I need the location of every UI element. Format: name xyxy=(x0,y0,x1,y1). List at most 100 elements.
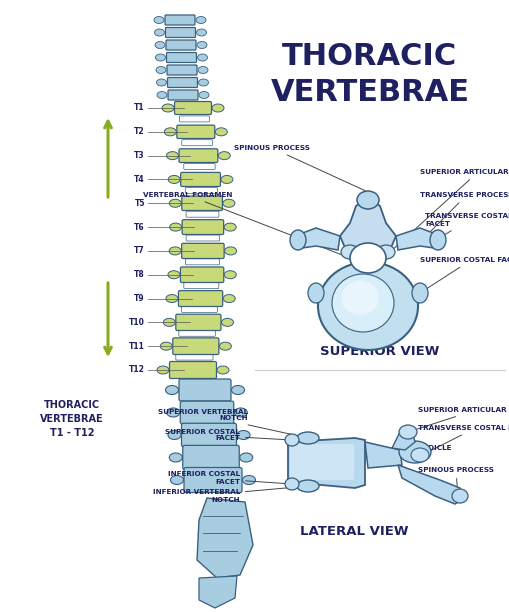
Text: T8: T8 xyxy=(134,271,145,279)
Text: CORPUS: CORPUS xyxy=(359,313,392,321)
FancyBboxPatch shape xyxy=(183,163,215,170)
Ellipse shape xyxy=(285,434,298,446)
Ellipse shape xyxy=(169,200,181,207)
Ellipse shape xyxy=(239,453,252,462)
FancyBboxPatch shape xyxy=(187,442,234,449)
FancyBboxPatch shape xyxy=(179,330,215,336)
Ellipse shape xyxy=(341,245,358,259)
FancyBboxPatch shape xyxy=(177,125,214,138)
FancyBboxPatch shape xyxy=(185,259,219,265)
FancyBboxPatch shape xyxy=(166,65,196,75)
Ellipse shape xyxy=(155,42,165,48)
Ellipse shape xyxy=(197,67,208,73)
FancyBboxPatch shape xyxy=(169,362,216,378)
Ellipse shape xyxy=(429,230,445,250)
Text: SUPERIOR ARTICULAR FACET: SUPERIOR ARTICULAR FACET xyxy=(391,169,509,250)
Ellipse shape xyxy=(290,230,305,250)
Text: T12: T12 xyxy=(129,365,145,375)
Ellipse shape xyxy=(398,425,416,439)
FancyBboxPatch shape xyxy=(174,102,211,114)
Text: TRANSVERSE COSTAL
FACET: TRANSVERSE COSTAL FACET xyxy=(424,214,509,239)
Text: SUPERIOR COSTAL FACET: SUPERIOR COSTAL FACET xyxy=(419,257,509,291)
FancyBboxPatch shape xyxy=(183,283,218,289)
FancyBboxPatch shape xyxy=(181,424,236,447)
Ellipse shape xyxy=(198,79,208,86)
FancyBboxPatch shape xyxy=(185,397,229,405)
Ellipse shape xyxy=(231,386,244,395)
FancyBboxPatch shape xyxy=(178,291,222,307)
FancyBboxPatch shape xyxy=(181,140,212,146)
Text: TRANSVERSE PROCESS: TRANSVERSE PROCESS xyxy=(419,192,509,232)
Text: SUPERIOR COSTAL
FACET: SUPERIOR COSTAL FACET xyxy=(165,428,289,441)
Text: LATERAL VIEW: LATERAL VIEW xyxy=(299,525,408,538)
Ellipse shape xyxy=(160,342,172,350)
FancyBboxPatch shape xyxy=(185,187,217,193)
Polygon shape xyxy=(364,442,401,468)
Text: PEDICLE: PEDICLE xyxy=(384,445,450,455)
Polygon shape xyxy=(340,196,395,250)
FancyBboxPatch shape xyxy=(167,90,197,100)
Ellipse shape xyxy=(196,42,207,48)
Text: T7: T7 xyxy=(134,247,145,255)
Ellipse shape xyxy=(197,54,207,61)
Text: TRANSVERSE COSTAL FACET: TRANSVERSE COSTAL FACET xyxy=(417,425,509,453)
FancyBboxPatch shape xyxy=(186,211,218,217)
Text: INFERIOR COSTAL
FACET: INFERIOR COSTAL FACET xyxy=(167,471,289,485)
Ellipse shape xyxy=(155,54,165,61)
Ellipse shape xyxy=(195,17,206,23)
Ellipse shape xyxy=(220,176,233,184)
Ellipse shape xyxy=(156,79,166,86)
Text: SPINOUS PROCESS: SPINOUS PROCESS xyxy=(417,467,493,495)
Ellipse shape xyxy=(318,262,417,350)
Ellipse shape xyxy=(163,318,175,326)
Ellipse shape xyxy=(169,223,181,231)
Ellipse shape xyxy=(242,476,255,485)
Text: THORACIC: THORACIC xyxy=(282,42,457,71)
Ellipse shape xyxy=(168,176,180,184)
Ellipse shape xyxy=(222,200,235,207)
Text: T9: T9 xyxy=(134,294,145,303)
Polygon shape xyxy=(395,228,435,250)
Ellipse shape xyxy=(167,430,181,439)
Ellipse shape xyxy=(411,283,427,303)
Text: INFERIOR VERTEBRAL
NOTCH: INFERIOR VERTEBRAL NOTCH xyxy=(152,487,305,502)
FancyBboxPatch shape xyxy=(166,53,196,62)
FancyBboxPatch shape xyxy=(181,307,217,313)
FancyBboxPatch shape xyxy=(176,314,220,330)
Ellipse shape xyxy=(376,245,394,259)
Ellipse shape xyxy=(215,128,227,136)
FancyBboxPatch shape xyxy=(186,235,219,241)
FancyBboxPatch shape xyxy=(184,468,242,493)
FancyBboxPatch shape xyxy=(180,267,223,283)
FancyBboxPatch shape xyxy=(182,446,239,469)
Ellipse shape xyxy=(154,17,164,23)
Ellipse shape xyxy=(349,243,385,273)
Ellipse shape xyxy=(156,67,165,73)
FancyBboxPatch shape xyxy=(165,15,194,25)
FancyBboxPatch shape xyxy=(290,444,353,480)
Ellipse shape xyxy=(165,294,178,302)
Text: SUPERIOR VERTEBRAL
NOTCH: SUPERIOR VERTEBRAL NOTCH xyxy=(158,408,305,438)
FancyBboxPatch shape xyxy=(181,196,222,211)
Ellipse shape xyxy=(162,104,174,112)
FancyBboxPatch shape xyxy=(186,420,231,427)
Ellipse shape xyxy=(224,247,236,255)
Ellipse shape xyxy=(307,283,323,303)
Ellipse shape xyxy=(199,92,209,99)
FancyBboxPatch shape xyxy=(189,465,237,472)
Text: SPINOUS PROCESS: SPINOUS PROCESS xyxy=(234,145,365,191)
Text: VERTEBRAE: VERTEBRAE xyxy=(270,78,469,107)
Ellipse shape xyxy=(223,294,235,302)
Text: T2: T2 xyxy=(134,127,145,136)
Ellipse shape xyxy=(154,29,164,36)
Text: SUPERIOR ARTICULAR FACET: SUPERIOR ARTICULAR FACET xyxy=(410,407,509,431)
Polygon shape xyxy=(288,438,364,488)
FancyBboxPatch shape xyxy=(179,379,231,401)
Ellipse shape xyxy=(218,152,230,160)
Ellipse shape xyxy=(341,281,378,315)
FancyBboxPatch shape xyxy=(181,244,223,258)
Ellipse shape xyxy=(234,408,247,417)
Ellipse shape xyxy=(212,104,223,112)
Ellipse shape xyxy=(216,366,229,374)
Polygon shape xyxy=(391,430,414,450)
